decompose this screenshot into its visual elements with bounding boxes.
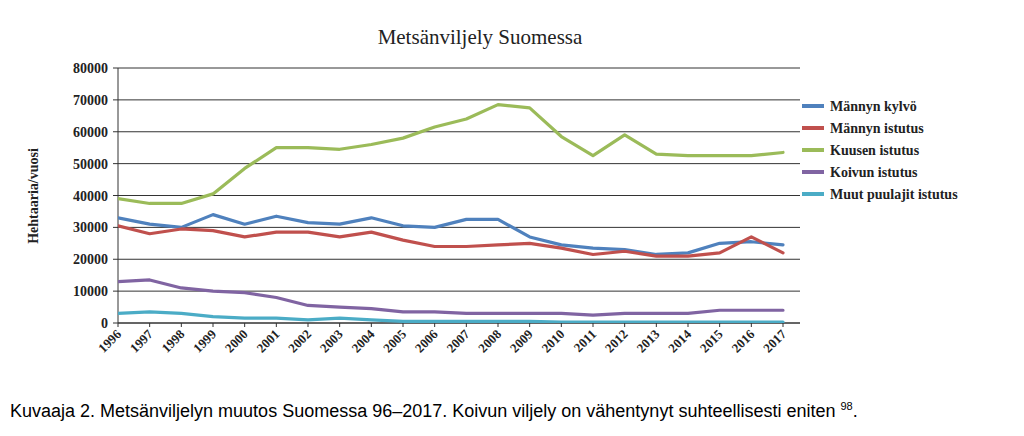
legend-label: Koivun istutus — [830, 165, 918, 180]
x-tick-label: 2012 — [602, 327, 631, 356]
y-tick — [113, 227, 118, 228]
grid-line — [118, 259, 800, 260]
x-tick — [751, 323, 752, 327]
y-tick — [113, 259, 118, 260]
grid-line — [118, 227, 800, 228]
legend-swatch — [802, 170, 824, 174]
x-tick-label: 2005 — [380, 326, 409, 355]
x-tick-label: 2015 — [697, 326, 726, 355]
y-tick — [113, 163, 118, 164]
x-tick-label: 2002 — [285, 327, 314, 356]
x-tick-label: 2010 — [538, 327, 567, 356]
x-tick-label: 1999 — [190, 326, 219, 355]
y-tick — [113, 323, 118, 324]
y-tick — [113, 68, 118, 69]
x-tick — [118, 323, 119, 327]
x-tick-label: 2014 — [665, 326, 694, 355]
x-tick-label: 2007 — [443, 326, 472, 355]
y-tick-label: 50000 — [73, 157, 108, 172]
legend-swatch — [802, 104, 824, 108]
x-tick — [466, 323, 467, 327]
grid-line — [118, 99, 800, 100]
x-tick — [656, 323, 657, 327]
grid-line — [118, 68, 800, 69]
legend-swatch — [802, 126, 824, 130]
x-tick — [498, 323, 499, 327]
y-tick — [113, 99, 118, 100]
x-tick — [403, 323, 404, 327]
grid-line — [118, 131, 800, 132]
legend-label: Muut puulajit istutus — [830, 187, 958, 202]
series-line — [118, 215, 783, 255]
x-tick-label: 2000 — [222, 327, 251, 356]
y-axis-label: Hehtaaria/vuosi — [26, 148, 41, 244]
y-tick-label: 80000 — [73, 61, 108, 76]
y-tick-label: 10000 — [73, 284, 108, 299]
plot-area — [118, 105, 783, 322]
grid-line — [118, 195, 800, 196]
y-tick-label: 20000 — [73, 252, 108, 267]
chart-svg: Metsänviljely Suomessa Hehtaaria/vuosi 0 10… — [0, 0, 1024, 436]
legend-swatch — [802, 148, 824, 152]
legend-label: Männyn istutus — [830, 121, 924, 136]
x-tick — [339, 323, 340, 327]
series-line — [118, 105, 783, 204]
caption-text: Kuvaaja 2. Metsänviljelyn muutos Suomess… — [10, 401, 840, 421]
series-line — [118, 312, 783, 322]
x-tick-label: 1997 — [127, 326, 156, 355]
x-tick — [276, 323, 277, 327]
x-tick — [244, 323, 245, 327]
legend-label: Männyn kylvö — [830, 99, 917, 114]
x-tick — [529, 323, 530, 327]
x-tick — [561, 323, 562, 327]
y-tick — [113, 291, 118, 292]
caption-end: . — [853, 401, 858, 421]
series-line — [118, 226, 783, 256]
x-tick — [181, 323, 182, 327]
y-tick — [113, 195, 118, 196]
x-tick — [688, 323, 689, 327]
x-tick-label: 2004 — [348, 326, 377, 355]
y-tick-label: 0 — [101, 316, 108, 331]
x-tick — [783, 323, 784, 327]
x-tick — [624, 323, 625, 327]
x-tick-label: 2006 — [412, 326, 441, 355]
y-tick-label: 30000 — [73, 220, 108, 235]
caption-note: 98 — [840, 400, 852, 412]
y-tick-label: 70000 — [73, 93, 108, 108]
x-tick-label: 2017 — [760, 326, 789, 355]
x-tick — [149, 323, 150, 327]
x-tick-label: 2016 — [728, 326, 757, 355]
y-axis — [118, 68, 119, 323]
x-tick-label: 1996 — [95, 326, 124, 355]
y-tick — [113, 131, 118, 132]
x-tick — [434, 323, 435, 327]
title: Metsänviljely Suomessa — [378, 25, 583, 49]
legend-label: Kuusen istutus — [830, 143, 920, 158]
x-tick-label: 2011 — [571, 327, 599, 355]
x-tick-label: 2013 — [633, 326, 662, 355]
series-line — [118, 280, 783, 315]
chart-root: Metsänviljely Suomessa Hehtaaria/vuosi 0 10… — [0, 0, 1024, 436]
x-tick-label: 2001 — [253, 327, 282, 356]
x-tick — [719, 323, 720, 327]
x-tick-label: 2003 — [317, 326, 346, 355]
y-tick-label: 40000 — [73, 189, 108, 204]
x-tick-label: 2008 — [475, 326, 504, 355]
x-tick — [371, 323, 372, 327]
legend-swatch — [802, 192, 824, 196]
y-tick-label: 60000 — [73, 125, 108, 140]
x-tick — [308, 323, 309, 327]
x-tick-label: 2009 — [507, 326, 536, 355]
grid-line — [118, 163, 800, 164]
x-tick-label: 1998 — [158, 326, 187, 355]
x-tick — [213, 323, 214, 327]
caption: Kuvaaja 2. Metsänviljelyn muutos Suomess… — [10, 400, 858, 421]
x-tick — [593, 323, 594, 327]
